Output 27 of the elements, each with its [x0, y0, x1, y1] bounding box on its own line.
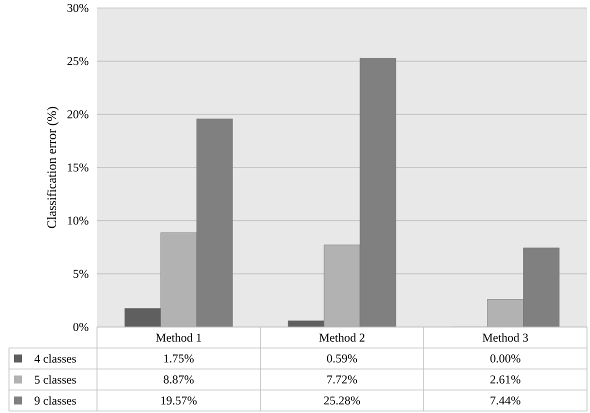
- x-tick-label: Method 1: [156, 333, 202, 342]
- y-axis-title: Classification error (%): [46, 106, 59, 228]
- y-tick-label: 25%: [67, 57, 88, 66]
- data-label: 1.75%: [164, 354, 194, 363]
- legend-label: 9 classes: [34, 396, 76, 405]
- y-tick-label: 0%: [73, 322, 88, 332]
- y-tick-label: 10%: [68, 216, 88, 225]
- data-label: 8.87%: [164, 375, 194, 384]
- data-label: 19.57%: [161, 396, 197, 405]
- x-tick-label: Method 3: [482, 333, 528, 342]
- data-label: 25.28%: [324, 396, 360, 405]
- data-label: 0.00%: [490, 354, 520, 363]
- data-label: 0.59%: [327, 354, 358, 363]
- legend-label: 5 classes: [34, 375, 76, 384]
- y-tick-label: 5%: [74, 270, 88, 278]
- bar: [124, 308, 161, 327]
- bar: [360, 58, 396, 327]
- x-tick-label: Method 2: [319, 333, 364, 342]
- bar: [196, 118, 233, 327]
- y-tick-label: 30%: [67, 4, 88, 12]
- data-label: 2.61%: [490, 375, 520, 384]
- data-label: 7.72%: [327, 375, 358, 384]
- legend-label: 4 classes: [34, 354, 76, 363]
- bar: [523, 248, 560, 327]
- y-tick-label: 20%: [67, 110, 88, 118]
- y-tick-label: 15%: [68, 163, 88, 172]
- data-label: 7.44%: [490, 396, 520, 405]
